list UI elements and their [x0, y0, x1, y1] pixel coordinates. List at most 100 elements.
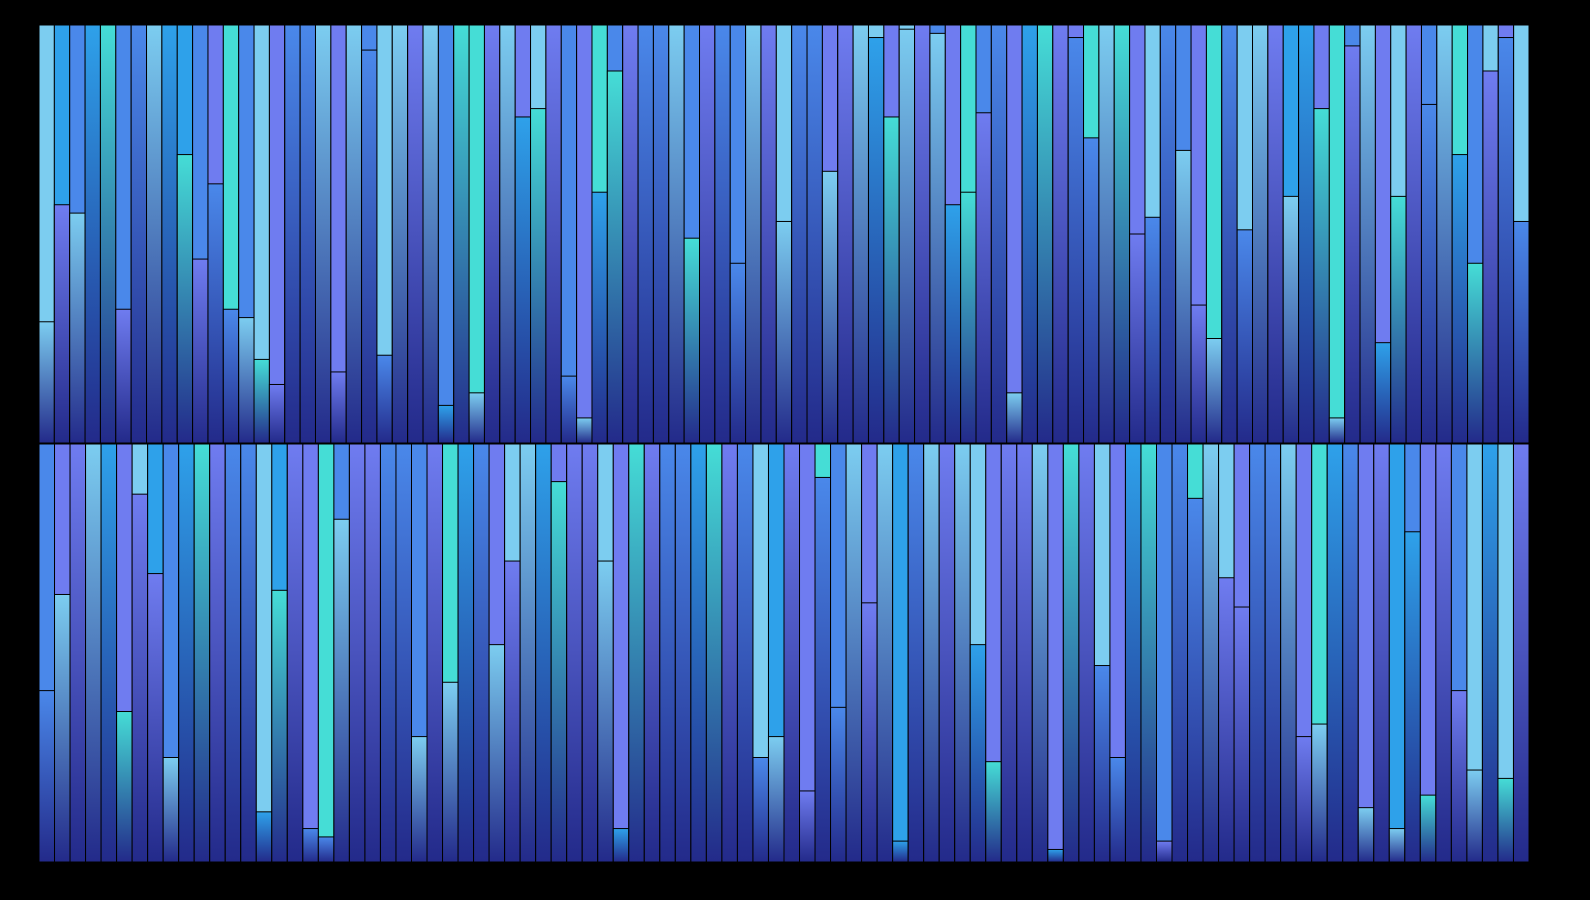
strip-fill-bottom-25: [426, 443, 444, 863]
strip-fill-top-73: [1159, 24, 1177, 444]
strip-fill-bottom-58: [938, 443, 956, 863]
strip-fill-bottom-64: [1031, 443, 1049, 863]
strip-fill-top-63: [1006, 392, 1023, 444]
strip-fill-top-30: [499, 24, 516, 444]
strip-fill-bottom-81: [1295, 736, 1313, 863]
strip-fill-top-7: [146, 24, 163, 444]
strip-fill-bottom-9: [178, 443, 195, 863]
strip-fill-top-40: [652, 24, 670, 444]
strip-fill-bottom-89: [1419, 794, 1437, 863]
strip-fill-bottom-26: [442, 681, 459, 863]
strip-fill-top-75: [1190, 304, 1207, 444]
strip-fill-top-90: [1420, 103, 1438, 444]
strip-fill-top-37: [606, 70, 624, 444]
strip-fill-top-43: [699, 24, 716, 444]
strip-fill-bottom-79: [1264, 443, 1282, 863]
strip-fill-top-87: [1374, 342, 1392, 444]
strip-fill-top-16: [284, 24, 301, 444]
strip-fill-bottom-74: [1187, 497, 1204, 863]
strip-fill-bottom-68: [1093, 665, 1111, 863]
panel-outline: [38, 24, 1530, 444]
strip-fill-bottom-31: [519, 443, 537, 863]
strip-fill-top-78: [1236, 229, 1254, 444]
strip-fill-top-31: [514, 116, 532, 444]
strip-fill-top-23: [391, 24, 409, 444]
strip-fill-top-48: [775, 220, 793, 444]
strip-fill-bottom-67: [1078, 443, 1095, 863]
strip-fill-bottom-92: [1466, 769, 1483, 863]
strip-fill-top-62: [990, 24, 1008, 444]
strip-fill-bottom-12: [224, 443, 242, 863]
strip-fill-bottom-32: [535, 443, 552, 863]
strip-top-35: [576, 24, 593, 444]
strip-fill-top-15: [268, 383, 286, 444]
strip-fill-bottom-57: [923, 443, 940, 863]
strip-fill-top-35: [576, 417, 593, 444]
strip-fill-top-91: [1436, 24, 1453, 444]
strip-fill-bottom-53: [861, 602, 878, 863]
strip-fill-bottom-20: [348, 443, 366, 863]
strip-fill-top-52: [837, 24, 854, 444]
strip-fill-bottom-48: [783, 443, 801, 863]
strip-fill-bottom-4: [100, 443, 118, 863]
strip-fill-bottom-7: [147, 573, 164, 863]
strip-fill-top-56: [898, 28, 916, 444]
strip-fill-top-2: [69, 212, 86, 444]
strip-fill-top-95: [1497, 37, 1515, 444]
strip-fill-bottom-80: [1280, 443, 1297, 863]
strip-fill-top-66: [1052, 24, 1069, 444]
strip-fill-bottom-61: [985, 761, 1002, 863]
strip-bottom-65: [1047, 443, 1064, 863]
strip-fill-bottom-2: [69, 443, 87, 863]
strip-fill-bottom-51: [830, 706, 847, 863]
strip-fill-top-45: [729, 262, 747, 444]
strip-fill-bottom-83: [1326, 443, 1344, 863]
strip-fill-bottom-5: [116, 711, 133, 863]
strip-bottom-17: [302, 443, 319, 863]
strip-fill-top-68: [1083, 137, 1100, 444]
strip-fill-top-34: [560, 375, 578, 444]
strip-bottom-14: [255, 443, 273, 863]
strip-fill-top-41: [668, 24, 685, 444]
strip-fill-bottom-45: [736, 443, 754, 863]
strip-fill-bottom-34: [566, 443, 583, 863]
bottom-strip-panel: [38, 443, 1530, 863]
strip-fill-bottom-90: [1435, 443, 1452, 863]
strip-fill-bottom-75: [1202, 443, 1220, 863]
strip-fill-top-61: [975, 112, 992, 444]
strip-fill-bottom-19: [333, 518, 350, 863]
strip-fill-top-22: [376, 354, 393, 444]
strip-fill-top-24: [407, 24, 424, 444]
strip-fill-top-39: [637, 24, 654, 444]
strip-fill-bottom-54: [876, 443, 894, 863]
strip-fill-bottom-14: [255, 811, 273, 863]
strip-fill-bottom-46: [752, 757, 769, 863]
strip-fill-top-26: [437, 404, 455, 444]
strip-top-63: [1006, 24, 1023, 444]
strip-fill-bottom-40: [659, 443, 676, 863]
strip-fill-bottom-16: [286, 443, 304, 863]
strip-fill-top-47: [760, 24, 777, 444]
strip-fill-top-19: [330, 371, 347, 444]
strip-fill-bottom-66: [1062, 443, 1080, 863]
strip-fill-top-74: [1175, 149, 1192, 444]
strip-fill-bottom-15: [271, 589, 288, 863]
strip-fill-bottom-44: [721, 443, 738, 863]
strip-bottom-55: [892, 443, 909, 863]
strip-fill-top-57: [914, 24, 931, 444]
strip-fill-top-46: [745, 24, 762, 444]
strip-fill-bottom-93: [1481, 443, 1499, 863]
strip-fill-bottom-23: [395, 443, 413, 863]
strip-fill-bottom-42: [690, 443, 707, 863]
strip-fill-bottom-33: [550, 481, 568, 863]
strip-fill-top-36: [591, 191, 608, 444]
strip-fill-bottom-47: [767, 736, 785, 863]
strip-fill-top-64: [1021, 24, 1038, 444]
strip-fill-top-6: [130, 24, 148, 444]
strip-bottom-85: [1357, 443, 1375, 863]
strip-fill-top-54: [867, 37, 885, 444]
strip-fill-top-81: [1282, 195, 1300, 444]
strip-fill-top-21: [361, 49, 378, 444]
strip-fill-bottom-13: [240, 443, 257, 863]
